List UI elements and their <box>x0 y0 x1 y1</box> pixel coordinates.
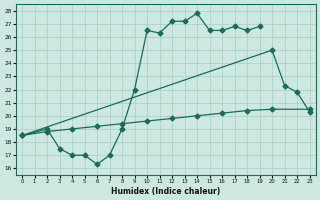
X-axis label: Humidex (Indice chaleur): Humidex (Indice chaleur) <box>111 187 220 196</box>
